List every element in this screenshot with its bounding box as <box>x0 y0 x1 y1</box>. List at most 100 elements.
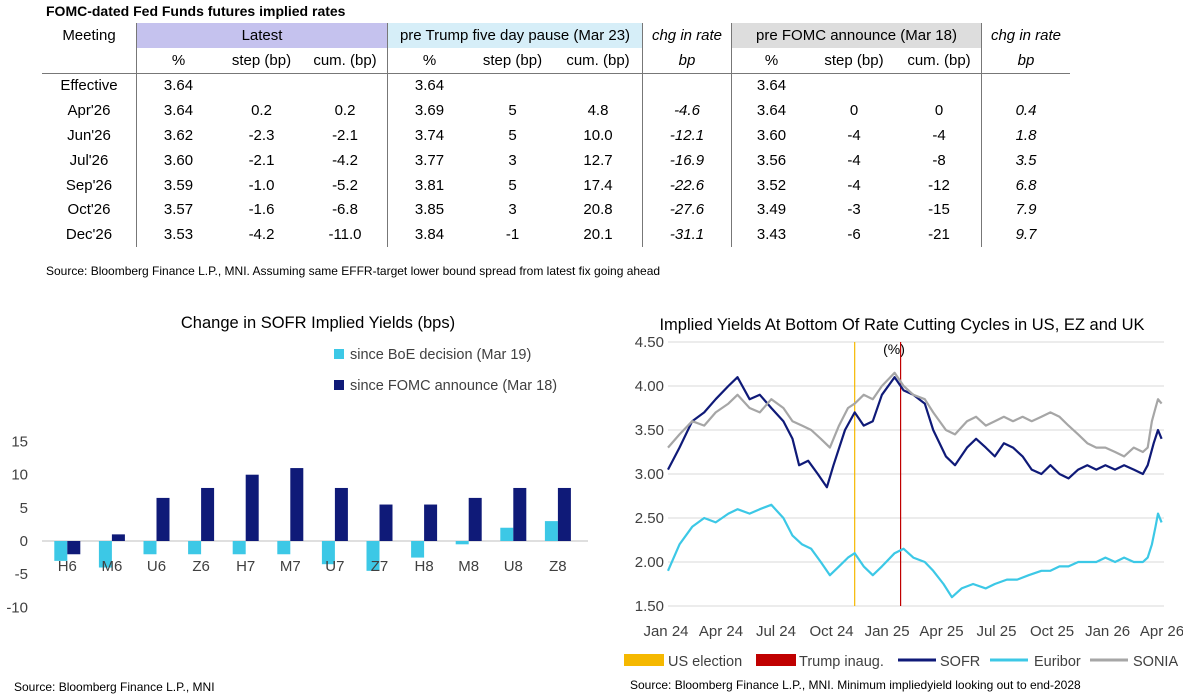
legend-trump-inaug-swatch <box>756 654 796 666</box>
line-xtick-label: Oct 25 <box>1030 623 1074 640</box>
table-body: Effective 3.64 3.64 3.64 Apr'26 3.64 0.2 0.2 3.6… <box>42 73 1070 248</box>
table-cell: -2.1 <box>248 151 275 169</box>
table-cell: 5 <box>508 127 517 145</box>
legend-us-election-swatch <box>624 654 664 666</box>
bar-boe <box>321 541 335 565</box>
table-cell <box>471 73 554 98</box>
subheader-meeting <box>42 47 137 74</box>
table-row: Oct'26 3.57 -1.6 -6.8 3.85 3 20.8 -27.6 3.49 -3 -1… <box>42 197 1070 223</box>
bar-ytick-label: -10 <box>6 599 28 616</box>
line-chart-title: Implied Yields At Bottom Of Rate Cutting… <box>659 316 1144 334</box>
legend-swatch-boe <box>334 349 344 359</box>
bar-chart-title: Change in SOFR Implied Yields (bps) <box>181 314 455 332</box>
table-cell: -12.1 <box>642 123 732 148</box>
subheader-cell: cum. (bp) <box>897 47 982 74</box>
table-cell: -22.6 <box>642 172 732 198</box>
euribor-series-line <box>666 503 1163 599</box>
bar-boe <box>500 527 514 541</box>
line-xtick-label: Apr 25 <box>919 623 963 640</box>
line-ytick-label: 4.00 <box>635 378 664 395</box>
legend-trump-inaug-label: Trump inaug. <box>799 654 884 670</box>
bar-boe <box>411 541 425 558</box>
table-row: Jul'26 3.60 -2.1 -4.2 3.77 3 12.7 -16.9 3.56 -4 -8… <box>42 147 1070 173</box>
subheader-cell: bp <box>642 47 732 74</box>
table-cell: -2.3 <box>248 127 275 145</box>
bar-boe <box>232 541 246 555</box>
line-legend: US election Trump inaug. SOFR Euribor SONIA <box>624 654 1178 670</box>
bar-fomc <box>111 534 125 541</box>
legend-label-fomc: since FOMC announce (Mar 18) <box>350 378 557 394</box>
group-pre-fomc-header: pre FOMC announce (Mar 18) <box>731 23 982 48</box>
table-cell: 7.9 <box>981 197 1070 223</box>
fed-funds-table: Meeting Latest pre Trump five day pause … <box>42 23 1070 248</box>
bar-category-label: Z8 <box>549 558 567 575</box>
legend-sonia-label: SONIA <box>1133 654 1178 670</box>
bar-category-label: U6 <box>147 558 166 575</box>
table-cell: -4 <box>932 127 946 145</box>
subheader-cell: step (bp) <box>471 47 554 74</box>
table-cell: 0.2 <box>251 102 272 120</box>
table-cell: -4 <box>847 176 861 194</box>
table-cell: -5.2 <box>332 176 358 194</box>
table-row: Sep'26 3.59 -1.0 -5.2 3.81 5 17.4 -22.6 3.52 -4 -1… <box>42 172 1070 198</box>
table-cell: 4.8 <box>587 102 609 120</box>
line-chart-source: Source: Bloomberg Finance L.P., MNI. Min… <box>630 678 1081 692</box>
legend-us-election-label: US election <box>668 654 742 670</box>
table-cell: -4 <box>847 127 861 145</box>
line-ytick-label: 2.00 <box>635 554 664 571</box>
table-cell: 3.5 <box>981 147 1070 173</box>
legend-label-boe: since BoE decision (Mar 19) <box>350 347 531 363</box>
bar-ytick-label: 0 <box>20 533 28 550</box>
table-cell: -2.1 <box>332 127 358 145</box>
table-row: Jun'26 3.62 -2.3 -2.1 3.74 5 10.0 -12.1 3.60 -4 -4… <box>42 123 1070 148</box>
table-cell: 20.8 <box>583 201 613 219</box>
line-xtick-label: Apr 24 <box>699 623 743 640</box>
table-cell: 3.49 <box>731 197 811 223</box>
table-cell: 12.7 <box>583 151 613 169</box>
bar-boe <box>143 541 157 555</box>
table-cell: -3 <box>847 201 861 219</box>
table-cell: -4 <box>847 151 861 169</box>
table-cell: 9.7 <box>981 222 1070 248</box>
bar-category-label: H7 <box>236 558 255 575</box>
table-cell: 0.2 <box>334 102 356 120</box>
bar-boe <box>366 541 380 571</box>
bar-category-label: H6 <box>58 558 77 575</box>
subheader-cell: step (bp) <box>220 47 303 74</box>
bar-fomc <box>290 468 304 541</box>
subheader-cell: step (bp) <box>811 47 897 74</box>
bar-category-label: Z6 <box>192 558 210 575</box>
table-cell: -31.1 <box>642 222 732 248</box>
line-xtick-label: Jul 25 <box>976 623 1016 640</box>
table-cell: 0 <box>849 102 859 120</box>
table-source: Source: Bloomberg Finance L.P., MNI. Ass… <box>46 264 661 278</box>
table-cell: 3.59 <box>136 172 220 198</box>
table-cell: 3.64 <box>387 73 471 99</box>
table-cell: -15 <box>928 201 950 219</box>
bar-legend: since BoE decision (Mar 19) since FOMC a… <box>334 347 557 394</box>
line-ytick-label: 4.50 <box>635 334 664 351</box>
subheader-cell: cum. (bp) <box>554 47 643 74</box>
line-ytick-label: 1.50 <box>635 598 664 615</box>
group-chg-header-1: chg in rate <box>642 23 732 48</box>
subheader-cell: bp <box>981 47 1070 74</box>
subheader-cell: % <box>731 47 811 74</box>
bar-ytick-label: 15 <box>11 434 28 451</box>
table-cell: 17.4 <box>583 176 613 194</box>
table-subheader: % step (bp) cum. (bp) % step (bp) cum. (… <box>42 47 1070 74</box>
table-cell: 0.4 <box>981 98 1070 124</box>
bar-boe <box>188 541 202 555</box>
table-cell: 1.8 <box>981 123 1070 148</box>
line-ytick-label: 2.50 <box>635 510 664 527</box>
bar-fomc <box>424 504 438 541</box>
bar-boe <box>54 541 68 561</box>
table-cell <box>642 73 732 99</box>
bar-ytick-label: -5 <box>15 566 28 583</box>
table-cell: 3.64 <box>731 98 811 124</box>
table-cell: 20.1 <box>583 226 613 244</box>
bar-fomc <box>201 487 215 541</box>
table-cell: -4.2 <box>332 151 358 169</box>
bar-fomc <box>334 487 348 541</box>
line-chart-unit: (%) <box>883 341 905 357</box>
line-xtick-label: Jan 26 <box>1085 623 1130 640</box>
